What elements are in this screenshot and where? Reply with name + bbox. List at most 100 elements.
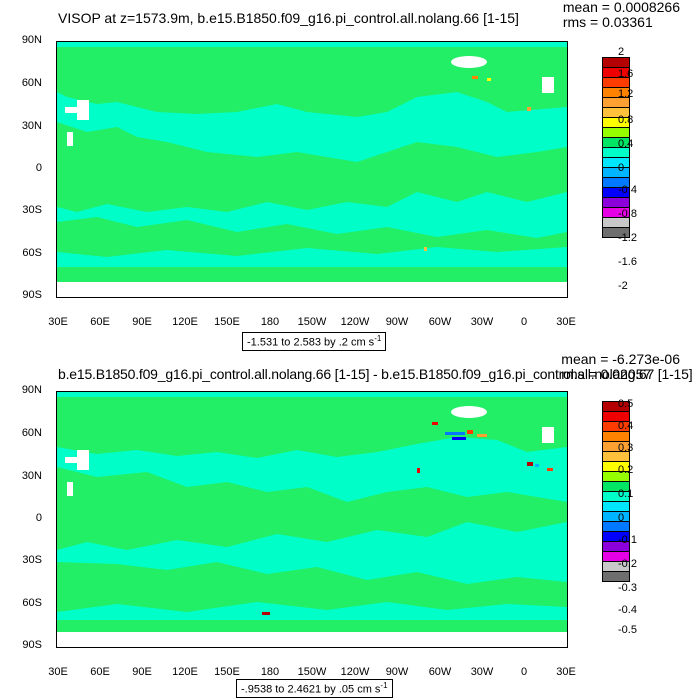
x-tick-label: 120E: [172, 666, 198, 678]
missing-data: [65, 107, 77, 113]
x-tick-label: 30W: [470, 666, 494, 678]
x-tick-label: 60E: [90, 316, 110, 328]
x-tick-label: 30E: [556, 666, 576, 678]
missing-data: [57, 282, 567, 297]
colorbar-label: -0.2: [618, 558, 637, 570]
map-field: [57, 42, 567, 297]
x-tick-label: 30E: [556, 316, 576, 328]
missing-data: [542, 427, 554, 443]
y-tick-label: 30N: [21, 120, 42, 132]
y-tick-label: 90S: [22, 639, 42, 651]
land-region: [57, 467, 567, 550]
colorbar-label: 0: [618, 512, 625, 524]
colorbar: 0.5 0.4 0.3 0.2 0.1 0 -0.1 -0.2 -0.3 -0.…: [602, 398, 637, 636]
missing-data: [57, 632, 567, 647]
y-tick-label: 90N: [21, 384, 42, 396]
y-tick-label: 30N: [21, 470, 42, 482]
colorbar-label: -0.4: [618, 184, 637, 196]
colorbar-label: 1.2: [618, 88, 634, 100]
rms-value: rms = 0.02057: [561, 366, 652, 382]
missing-data: [67, 132, 73, 146]
colorbar-label: -2: [618, 280, 628, 292]
y-tick-label: 0: [35, 162, 42, 174]
colorbar-label: -0.8: [618, 208, 637, 220]
y-tick-label: 60N: [21, 77, 42, 89]
colorbar-label: -0.3: [618, 582, 637, 594]
anomaly-speck: [527, 107, 531, 111]
x-tick-label: 90E: [132, 316, 152, 328]
colorbar-label: -1.2: [618, 232, 637, 244]
land-region: [57, 267, 567, 282]
colorbar-label: -0.5: [618, 624, 637, 636]
x-tick-label: 120E: [172, 316, 198, 328]
missing-data: [542, 77, 554, 93]
y-tick-label: 0: [35, 512, 42, 524]
x-tick-label: 90E: [132, 666, 152, 678]
colorbar-label: 0.5: [618, 398, 634, 410]
land-region: [57, 620, 567, 632]
x-tick-label: 120W: [340, 316, 370, 328]
anomaly-speck: [452, 437, 466, 440]
range-text: -1.531 to 2.583 by .2 cm s: [247, 336, 375, 349]
x-tick-label: 60W: [428, 666, 452, 678]
anomaly-speck: [417, 468, 420, 473]
x-tick-label: 90W: [385, 316, 409, 328]
colorbar-box: [602, 227, 630, 238]
missing-data: [77, 100, 89, 120]
map-panel-1: VISOP at z=1573.9m, b.e15.B1850.f09_g16.…: [21, 0, 680, 351]
anomaly-speck: [472, 76, 478, 79]
x-tick-label: 180: [260, 316, 280, 328]
map-plot-area: [56, 41, 568, 298]
y-tick-label: 30S: [22, 554, 42, 566]
y-tick-label: 30S: [22, 204, 42, 216]
colorbar-label: 2: [618, 46, 625, 58]
y-tick-label: 60S: [22, 247, 42, 259]
anomaly-speck: [424, 247, 427, 251]
missing-data: [451, 56, 487, 68]
x-tick-label: 150E: [214, 316, 240, 328]
x-tick-label: 180: [260, 666, 280, 678]
map-plot-area: [56, 391, 568, 648]
x-tick-label: 0: [520, 666, 528, 678]
colorbar-label: -0.1: [618, 534, 637, 546]
missing-data: [67, 482, 73, 496]
anomaly-speck: [535, 464, 539, 467]
missing-data: [451, 406, 487, 418]
stats-box: mean = 0.0008266 rms = 0.03361: [563, 0, 680, 30]
x-tick-label: 120W: [340, 666, 370, 678]
panel-title: VISOP at z=1573.9m, b.e15.B1850.f09_g16.…: [58, 10, 519, 26]
y-tick-label: 60N: [21, 427, 42, 439]
missing-data: [65, 457, 77, 463]
y-tick-label: 90S: [22, 289, 42, 301]
x-tick-label: 60W: [428, 316, 452, 328]
contour-range-label: -1.531 to 2.583 by .2 cm s-1: [242, 332, 387, 351]
y-tick-label: 90N: [21, 34, 42, 46]
panel-title: b.e15.B1850.f09_g16.pi_control.all.nolan…: [58, 366, 693, 382]
x-tick-label: 60E: [90, 666, 110, 678]
x-tick-label: 150W: [297, 316, 327, 328]
colorbar-label: 1.6: [618, 68, 634, 80]
land-region: [57, 47, 567, 117]
missing-data: [77, 450, 89, 470]
colorbar-label: 0.8: [618, 114, 634, 126]
contour-range-label: -.9538 to 2.4621 by .05 cm s-1: [236, 679, 393, 698]
anomaly-speck: [527, 462, 533, 466]
anomaly-speck: [445, 432, 465, 435]
colorbar-label: 0.3: [618, 442, 634, 454]
land-region: [57, 397, 567, 458]
x-tick-label: 30E: [48, 666, 68, 678]
x-tick-label: 30E: [48, 316, 68, 328]
mean-value: mean = -6.273e-06: [561, 351, 680, 367]
land-region: [57, 562, 567, 612]
colorbar-box: [602, 571, 630, 582]
anomaly-speck: [467, 430, 473, 434]
map-panel-2: b.e15.B1850.f09_g16.pi_control.all.nolan…: [0, 350, 700, 700]
anomaly-speck: [262, 612, 270, 615]
anomaly-speck: [487, 78, 491, 81]
x-tick-label: 30W: [470, 316, 494, 328]
rms-value: rms = 0.03361: [562, 14, 653, 30]
colorbar-label: 0.4: [618, 138, 634, 150]
y-tick-label: 60S: [22, 597, 42, 609]
range-unit-exponent: -1: [380, 681, 388, 690]
anomaly-speck: [477, 434, 487, 437]
